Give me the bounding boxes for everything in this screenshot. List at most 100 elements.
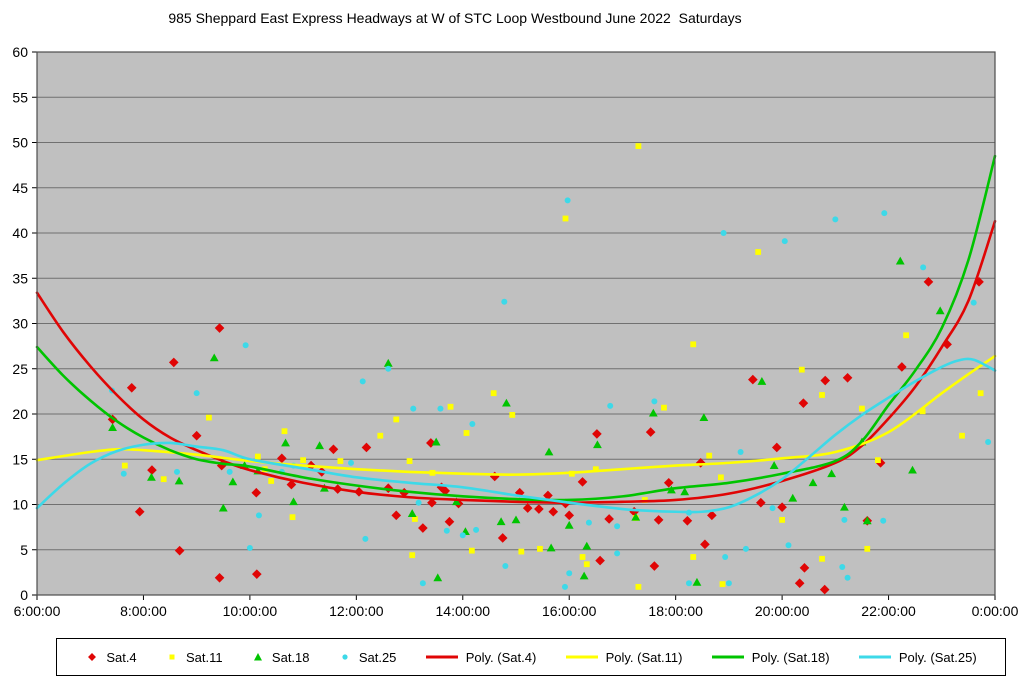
data-point-triangle (862, 516, 872, 525)
data-point-square (661, 404, 667, 411)
legend-line-icon (858, 655, 891, 659)
data-point-triangle (407, 509, 417, 517)
data-point-diamond (820, 375, 831, 386)
legend-label: Sat.25 (358, 649, 397, 665)
data-point-circle (385, 365, 392, 372)
data-point-triangle (680, 487, 690, 496)
x-tick-label: 6:00:00 (14, 603, 61, 619)
data-point-square (641, 497, 648, 503)
data-point-circle (193, 390, 200, 397)
chart-title: 985 Sheppard East Express Headways at W … (168, 10, 742, 26)
data-point-diamond (277, 453, 287, 464)
data-point-square (281, 428, 288, 435)
data-point-square (719, 581, 726, 588)
data-point-triangle (147, 472, 156, 481)
data-point-square (206, 414, 212, 421)
data-point-circle (985, 439, 992, 446)
data-point-square (706, 452, 713, 459)
data-point-circle (832, 216, 839, 223)
data-point-diamond (497, 533, 508, 543)
data-point-diamond (592, 429, 602, 439)
data-point-diamond (923, 277, 934, 287)
legend-item-sat-18: Sat.18 (251, 650, 310, 665)
data-point-triangle (289, 497, 298, 506)
x-tick-label: 12:00:00 (329, 603, 384, 619)
data-point-triangle (564, 520, 574, 529)
legend: Sat.4 Sat.11 Sat.18 Sat.25 Poly. (Sat.4) Poly… (56, 638, 1006, 676)
data-point-triangle (808, 478, 818, 487)
legend-label: Poly. (Sat.11) (605, 649, 683, 665)
data-point-square (875, 457, 881, 464)
data-point-circle (120, 470, 127, 477)
data-point-triangle (496, 517, 506, 526)
data-point-diamond (819, 584, 830, 595)
x-tick-label: 8:00:00 (120, 603, 167, 619)
data-point-circle (246, 544, 253, 551)
data-point-triangle (769, 461, 779, 469)
data-point-circle (737, 449, 744, 456)
data-point-square (254, 453, 261, 460)
data-point-triangle (511, 515, 521, 524)
data-point-circle (410, 405, 417, 412)
data-point-square (411, 516, 418, 522)
data-point-triangle (431, 437, 441, 446)
data-point-circle (614, 550, 621, 557)
plot-border (36, 51, 996, 596)
y-tick-label: 15 (12, 451, 28, 467)
data-point-square (121, 462, 128, 469)
data-point-square (409, 552, 416, 559)
data-point-triangle (579, 571, 589, 580)
y-tick-label: 25 (12, 361, 28, 377)
data-point-diamond (174, 545, 185, 556)
legend-label: Poly. (Sat.25) (898, 649, 977, 665)
y-tick-label: 60 (12, 44, 28, 60)
data-point-triangle (827, 469, 837, 478)
legend-circle-icon (342, 654, 348, 660)
data-point-circle (469, 420, 476, 427)
data-point-square (959, 432, 965, 439)
data-point-circle (720, 230, 727, 236)
x-tick-label: 10:00:00 (223, 603, 278, 619)
x-tick-label: 22:00:00 (861, 603, 916, 619)
data-point-triangle (383, 358, 393, 367)
data-point-diamond (748, 374, 758, 385)
data-point-circle (841, 516, 848, 523)
data-point-triangle (502, 398, 511, 407)
y-tick-label: 35 (12, 270, 28, 286)
data-point-triangle (228, 477, 238, 486)
data-point-diamond (534, 504, 544, 514)
legend-label: Sat.4 (106, 649, 137, 665)
data-point-circle (607, 402, 614, 409)
y-tick-label: 20 (12, 406, 28, 422)
data-point-circle (614, 523, 621, 530)
data-point-square (635, 143, 642, 150)
data-point-square (518, 548, 525, 555)
data-point-square (690, 341, 697, 348)
data-point-circle (473, 526, 480, 533)
data-point-square (490, 390, 497, 397)
data-point-diamond (543, 490, 553, 501)
data-point-triangle (108, 423, 117, 431)
data-point-diamond (548, 506, 559, 517)
data-point-circle (359, 378, 366, 385)
data-point-diamond (700, 539, 710, 550)
legend-label: Sat.18 (271, 649, 310, 665)
x-tick-label: 18:00:00 (648, 603, 703, 619)
data-point-circle (443, 527, 450, 534)
trendline (35, 154, 997, 502)
data-point-square (903, 332, 910, 339)
data-point-circle (348, 459, 355, 466)
data-point-circle (561, 583, 568, 590)
data-point-triangle (895, 256, 905, 265)
data-point-circle (173, 468, 180, 475)
x-tick-label: 20:00:00 (755, 603, 810, 619)
data-point-circle (685, 580, 692, 587)
y-tick-label: 0 (20, 587, 28, 603)
data-point-circle (781, 238, 788, 245)
data-point-square (468, 547, 475, 554)
data-point-triangle (218, 503, 228, 512)
data-point-square (592, 466, 599, 473)
legend-line-icon (565, 655, 598, 659)
data-point-square (819, 555, 825, 562)
